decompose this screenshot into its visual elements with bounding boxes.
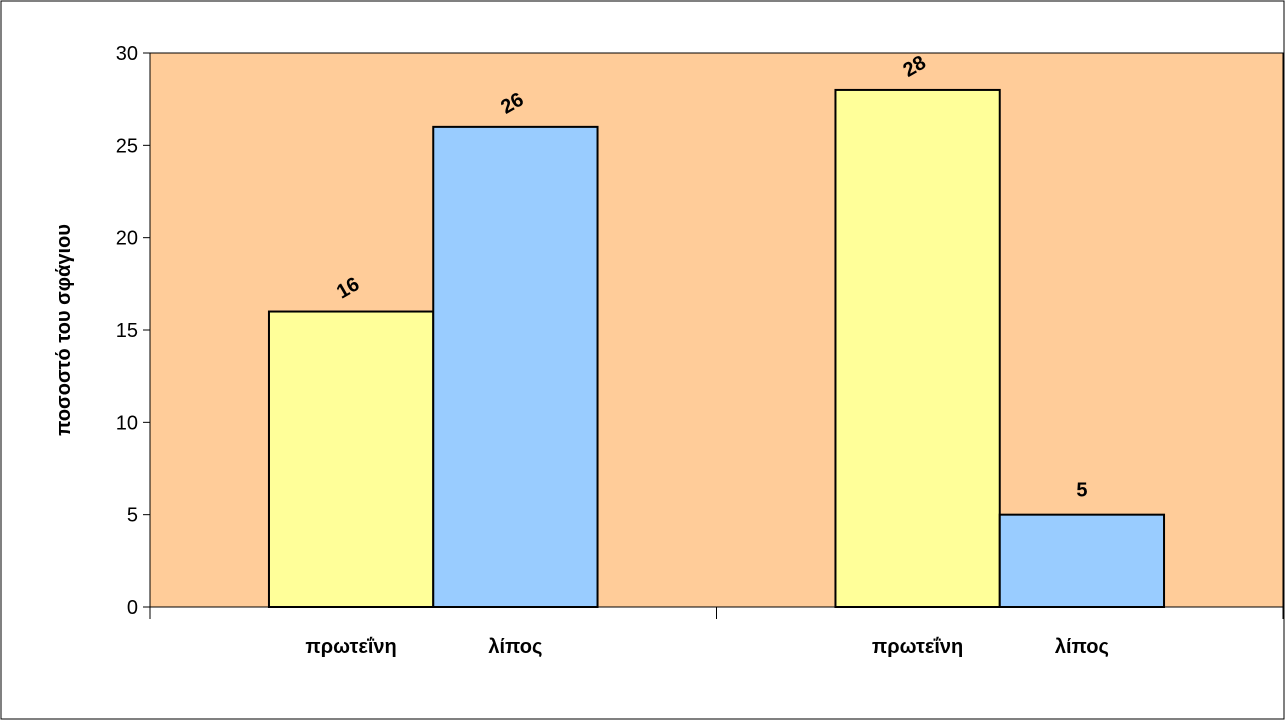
y-tick-label: 5 xyxy=(127,505,138,527)
y-tick-label: 10 xyxy=(116,412,138,434)
bar xyxy=(432,125,599,608)
x-category-label: πρωτεΐνη xyxy=(305,636,396,658)
x-category-label: λίπος xyxy=(1055,636,1109,658)
data-label: 5 xyxy=(1076,480,1087,502)
y-tick-label: 0 xyxy=(127,597,138,619)
x-category-label: λίπος xyxy=(488,636,542,658)
bar xyxy=(267,310,435,608)
y-axis: 0 5 10 15 20 25 30 xyxy=(116,43,150,619)
x-category-label: πρωτεΐνη xyxy=(872,636,963,658)
y-axis-title: ποσοστό του σφάγιου xyxy=(53,224,75,436)
bar xyxy=(834,88,1001,608)
y-tick-label: 25 xyxy=(116,135,138,157)
y-tick-label: 20 xyxy=(116,228,138,250)
bar xyxy=(998,513,1166,609)
y-tick-label: 30 xyxy=(116,43,138,65)
y-tick-label: 15 xyxy=(116,320,138,342)
bars xyxy=(267,88,1166,609)
x-axis: πρωτεΐνη λίπος πρωτεΐνη λίπος xyxy=(149,607,1284,658)
